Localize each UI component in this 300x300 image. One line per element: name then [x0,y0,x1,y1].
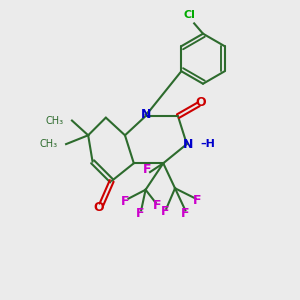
Text: F: F [121,195,129,208]
Text: –H: –H [200,139,215,149]
Text: CH₃: CH₃ [45,116,63,126]
Text: CH₃: CH₃ [39,139,57,149]
Text: N: N [140,108,151,121]
Text: F: F [193,194,201,207]
Text: O: O [196,95,206,109]
Text: O: O [93,201,104,214]
Text: F: F [143,163,151,176]
Text: F: F [135,207,144,220]
Text: N: N [183,138,194,151]
Text: F: F [160,205,169,218]
Text: F: F [153,200,162,212]
Text: F: F [181,207,190,220]
Text: Cl: Cl [184,11,196,20]
